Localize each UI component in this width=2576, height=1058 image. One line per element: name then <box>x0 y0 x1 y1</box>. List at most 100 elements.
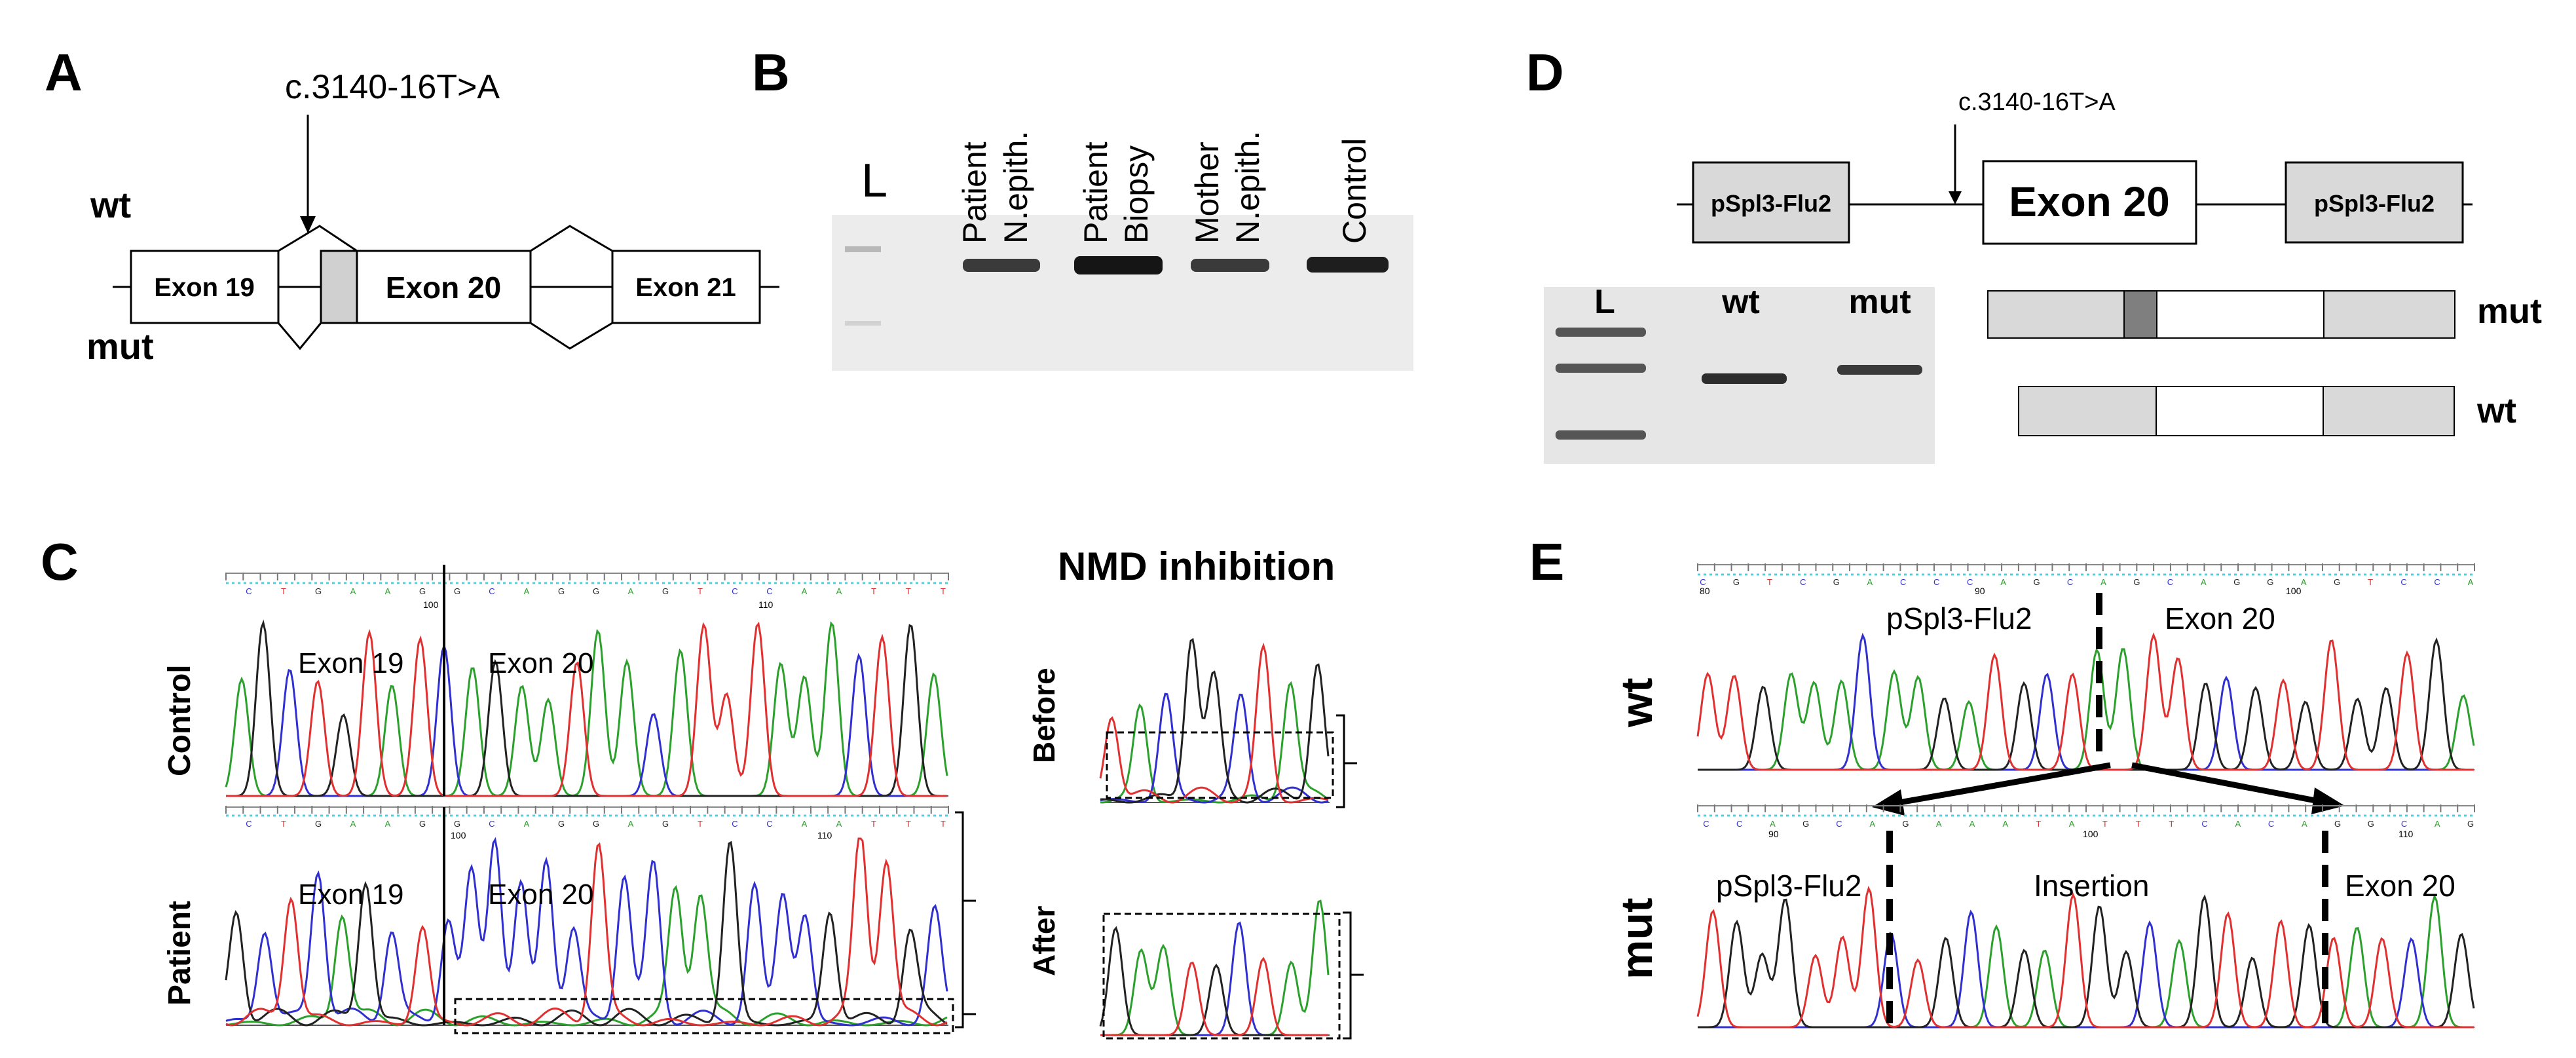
base-call: C <box>1700 577 1706 587</box>
panel-c-control-traces <box>225 619 948 797</box>
panel-a-mutant-extension <box>320 250 358 324</box>
panel-c-before-box <box>1106 731 1334 799</box>
chromatogram-trace <box>1099 642 1329 804</box>
base-call: T <box>698 586 703 596</box>
base-call: G <box>1733 577 1740 587</box>
base-call: C <box>1967 577 1973 587</box>
base-call: A <box>2301 577 2307 587</box>
panel-e-mut-tick-100: 100 <box>2083 829 2099 839</box>
panel-c-control-tick-100: 100 <box>423 599 439 610</box>
panel-e-mut-vector-label: pSpl3-Flu2 <box>1716 869 1861 903</box>
base-call: A <box>628 819 634 829</box>
panel-c-title: NMD inhibition <box>1058 544 1335 588</box>
panel-b-band-patient-nepith <box>963 259 1040 272</box>
panel-c-after-box <box>1102 913 1341 1040</box>
panel-a-mut-label: mut <box>86 326 154 367</box>
panel-d-mut-product: mut <box>1987 290 2542 339</box>
panel-b-ladder-label: L <box>861 155 887 207</box>
panel-d-wt-product: wt <box>2018 386 2516 436</box>
panel-c-patient-ticks <box>225 806 949 814</box>
base-call: G <box>593 586 599 596</box>
panel-d-gel-wt-label: wt <box>1721 283 1760 321</box>
panel-c-before-label: Before <box>1027 668 1061 763</box>
panel-b-band-control <box>1307 257 1389 273</box>
base-call: G <box>2034 577 2040 587</box>
base-call: A <box>524 819 530 829</box>
base-call: C <box>1703 819 1709 829</box>
panel-e-wt-vector-label: pSpl3-Flu2 <box>1886 601 2032 635</box>
panel-c-patient-exon20: Exon 20 <box>488 879 593 911</box>
panel-d-wt-product-label: wt <box>2476 391 2516 430</box>
panel-c-before-bracket <box>1336 714 1357 808</box>
panel-e-wt-row-label: wt <box>1612 677 1662 728</box>
panel-e-arrowhead-right <box>2311 787 2345 814</box>
panel-c-control-exon19: Exon 19 <box>298 647 403 679</box>
panel-a-wt-splice-line <box>278 225 358 252</box>
base-call: G <box>1802 819 1809 829</box>
base-call: T <box>2102 819 2108 829</box>
base-call: C <box>489 586 495 596</box>
base-call: T <box>2368 577 2373 587</box>
base-call: G <box>454 586 460 596</box>
base-call: A <box>350 586 356 596</box>
base-call: G <box>593 819 599 829</box>
panel-e-wt-chromatogram: C G T C G A C C C A G C A G C A G G A G T C C A 80 90 100 pSpl3… <box>1612 563 2475 771</box>
panel-d-exon20-label: Exon 20 <box>2009 178 2169 225</box>
panel-b-band-patient-biopsy <box>1074 256 1163 274</box>
panel-b-lane3-label1: Mother <box>1189 142 1225 244</box>
base-call: C <box>766 586 772 596</box>
panel-e-mut-tick-110: 110 <box>2399 829 2414 839</box>
panel-c-after-label: After <box>1027 906 1061 976</box>
panel-c-before-traces <box>1099 637 1330 804</box>
base-call: T <box>2136 819 2141 829</box>
panel-e-letter: E <box>1529 533 1564 591</box>
panel-b-lane1-label1: Patient <box>956 142 993 244</box>
panel-d-ladder-band <box>1556 328 1646 337</box>
base-call: G <box>2368 819 2374 829</box>
base-call: C <box>246 586 252 596</box>
panel-a-letter: A <box>45 43 83 102</box>
panel-c-patient-exon19: Exon 19 <box>298 879 403 911</box>
base-call: C <box>2401 819 2407 829</box>
panel-e-mut-chromatogram: C C A G C A G A A A T A T T T C A C A G G C A G 90 100 110 pSpl… <box>1612 804 2475 1035</box>
panel-b-lane2-label1: Patient <box>1077 142 1114 244</box>
panel-e-wt-ticks <box>1697 563 2475 571</box>
panel-c-patient-row-label: Patient <box>162 901 197 1006</box>
base-call: G <box>419 819 426 829</box>
panel-a-exon19-box <box>130 250 280 324</box>
panel-e-arrows <box>1872 762 2345 816</box>
base-call: G <box>558 586 565 596</box>
base-call: A <box>385 586 391 596</box>
panel-c-control-chromatogram: C T G A A G G C A G G A G T C C A A T T T 100 110 Exon 19 Ex… <box>162 565 949 797</box>
panel-d-letter: D <box>1526 43 1564 102</box>
panel-d-vector-left-label: pSpl3-Flu2 <box>1711 190 1831 217</box>
panel-d-wt-exon20 <box>2156 386 2324 436</box>
base-call: A <box>1969 819 1975 829</box>
panel-b-band-mother-nepith <box>1191 259 1269 272</box>
base-call: A <box>836 586 842 596</box>
base-call: G <box>2233 577 2240 587</box>
panel-c-patient-tick-100: 100 <box>451 830 466 841</box>
base-call: A <box>524 586 530 596</box>
panel-b-lane1-label2: N.epith. <box>998 131 1034 244</box>
base-call: A <box>2468 577 2474 587</box>
base-call: C <box>766 819 772 829</box>
chromatogram-trace <box>1698 894 2475 1029</box>
panel-d-wt-band <box>1702 373 1787 384</box>
base-call: T <box>1767 577 1772 587</box>
panel-e-wt-tick-90: 90 <box>1975 586 1985 596</box>
base-call: G <box>315 586 322 596</box>
panel-c-letter: C <box>41 533 79 591</box>
base-call: C <box>2400 577 2406 587</box>
panel-d-variant-label: c.3140-16T>A <box>1958 88 2116 116</box>
chromatogram-trace <box>1696 886 2474 1029</box>
base-call: G <box>419 586 426 596</box>
panel-d-wt-vector-left <box>2018 386 2157 436</box>
panel-a-exon19-label: Exon 19 <box>154 273 254 302</box>
panel-c-patient-bracket <box>955 811 976 1029</box>
base-call: C <box>489 819 495 829</box>
panel-d-exon20-box <box>1982 160 2197 245</box>
